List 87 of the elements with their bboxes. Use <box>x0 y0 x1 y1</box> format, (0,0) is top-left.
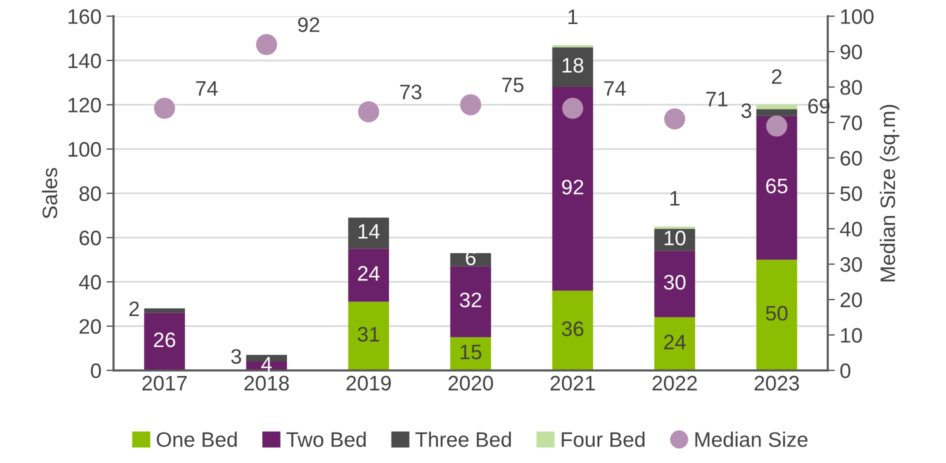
data-label: 74 <box>604 81 626 96</box>
data-label: 24 <box>664 334 686 350</box>
legend-label: One Bed <box>156 432 237 447</box>
data-label: 65 <box>766 178 788 194</box>
data-label: 10 <box>664 230 686 246</box>
data-label: 92 <box>298 17 320 32</box>
bar <box>654 228 696 251</box>
point <box>256 34 278 56</box>
bar <box>450 253 492 266</box>
y2-tick-label: 60 <box>840 150 862 166</box>
data-label: 15 <box>460 344 482 360</box>
data-label: 50 <box>766 306 788 321</box>
legend-label: Median Size <box>695 432 808 447</box>
legend-label: Three Bed <box>415 432 511 447</box>
data-label: 75 <box>502 78 524 92</box>
y-tick-label: 40 <box>79 274 101 290</box>
data-label: 31 <box>358 326 380 342</box>
data-label: 30 <box>664 274 686 290</box>
y-tick-label: 100 <box>68 142 101 157</box>
bar <box>552 44 594 48</box>
data-label: 4 <box>261 357 272 372</box>
data-label: 1 <box>670 191 680 206</box>
data-label: 3 <box>741 103 752 118</box>
bar <box>144 312 185 370</box>
y-tick-label: 140 <box>68 53 101 68</box>
y2-tick-label: 70 <box>840 115 862 130</box>
y-tick-label: 60 <box>80 230 101 246</box>
y-tick-label: 80 <box>79 186 101 202</box>
y-tick-label: 160 <box>68 9 101 24</box>
y2-tick-label: 10 <box>841 328 862 343</box>
bar <box>756 260 798 370</box>
bar <box>552 87 594 291</box>
bar <box>756 109 798 116</box>
data-label: 32 <box>460 292 482 308</box>
x-tick-label: 2021 <box>550 376 595 391</box>
y2-axis-title: Median Size (sq.m) <box>880 104 900 282</box>
data-label: 3 <box>231 349 242 364</box>
data-label: 26 <box>154 332 176 348</box>
data-label: 2 <box>129 301 139 316</box>
data-label: 24 <box>358 266 380 281</box>
data-label: 74 <box>196 81 218 96</box>
y2-tick-label: 90 <box>840 44 862 60</box>
x-tick-label: 2022 <box>652 376 697 391</box>
y-axis-title: Sales <box>42 168 58 218</box>
data-label: 18 <box>562 58 584 73</box>
data-label: 92 <box>562 180 584 194</box>
bar <box>654 250 696 318</box>
bar <box>756 104 798 110</box>
x-tick-label: 2018 <box>244 376 289 391</box>
data-label: 2 <box>772 69 782 84</box>
data-label: 14 <box>358 224 380 239</box>
bar <box>348 302 390 370</box>
bar <box>450 266 492 338</box>
point <box>460 94 482 116</box>
x-tick-label: 2017 <box>142 376 187 391</box>
y-tick-label: 120 <box>68 98 101 113</box>
point <box>766 115 788 137</box>
bar <box>348 218 390 249</box>
bar <box>144 308 185 313</box>
y2-tick-label: 100 <box>841 9 874 24</box>
x-tick-label: 2023 <box>754 376 799 391</box>
y-tick-label: 20 <box>80 319 101 334</box>
bar <box>450 337 492 370</box>
y2-tick-label: 80 <box>840 80 862 95</box>
y2-tick-label: 40 <box>840 222 862 236</box>
legend-label: Two Bed <box>286 432 366 447</box>
legend-label: Four Bed <box>562 432 644 447</box>
point <box>154 98 176 119</box>
y2-tick-label: 0 <box>840 363 850 378</box>
data-label: 73 <box>400 84 422 100</box>
point <box>562 98 584 119</box>
bar <box>756 116 798 260</box>
point <box>664 108 686 130</box>
y2-tick-label: 20 <box>840 292 862 308</box>
y2-tick-label: 30 <box>840 257 862 272</box>
x-tick-label: 2019 <box>346 376 391 391</box>
data-label: 1 <box>568 10 578 24</box>
data-label: 71 <box>706 92 728 106</box>
bar <box>654 317 696 370</box>
y2-tick-label: 50 <box>840 186 862 202</box>
bar <box>348 248 390 302</box>
y-tick-label: 0 <box>90 363 101 378</box>
bar <box>552 290 594 370</box>
point <box>358 101 380 122</box>
x-tick-label: 2020 <box>448 376 493 391</box>
data-label: 36 <box>562 321 584 336</box>
bar <box>552 47 594 88</box>
